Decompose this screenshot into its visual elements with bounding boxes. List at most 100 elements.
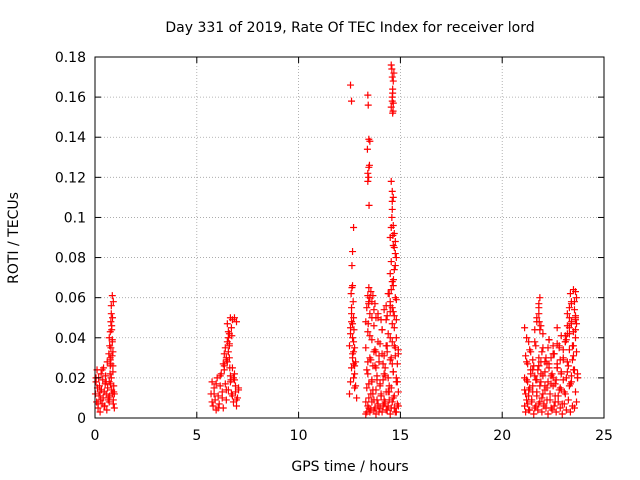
- y-tick-label: 0.12: [55, 170, 86, 186]
- data-point: [366, 332, 374, 340]
- data-point: [389, 368, 397, 376]
- data-point: [535, 362, 543, 370]
- data-point: [350, 326, 358, 334]
- data-point: [387, 258, 395, 266]
- data-point: [365, 394, 373, 402]
- data-point: [220, 350, 228, 358]
- data-point: [351, 370, 359, 378]
- data-point: [110, 388, 118, 396]
- data-point: [537, 378, 545, 386]
- data-point: [387, 61, 395, 69]
- data-point: [386, 298, 394, 306]
- data-point: [208, 398, 216, 406]
- data-point: [556, 404, 564, 412]
- data-point: [362, 398, 370, 406]
- data-point: [388, 360, 396, 368]
- y-tick-label: 0.18: [55, 50, 86, 66]
- data-point: [370, 406, 378, 414]
- data-point: [375, 352, 383, 360]
- data-point: [382, 302, 390, 310]
- data-point: [531, 372, 539, 380]
- data-point: [107, 302, 115, 310]
- data-point: [352, 382, 360, 390]
- data-point: [394, 402, 402, 410]
- y-tick-label: 0.08: [55, 251, 86, 267]
- data-point: [557, 332, 565, 340]
- data-point: [222, 386, 230, 394]
- data-point: [564, 396, 572, 404]
- data-point: [108, 292, 116, 300]
- data-point: [541, 358, 549, 366]
- data-point: [563, 368, 571, 376]
- data-point: [388, 398, 396, 406]
- data-point: [521, 324, 529, 332]
- data-point: [227, 324, 235, 332]
- data-point: [561, 338, 569, 346]
- y-axis-label: ROTI / TECUs: [6, 192, 22, 284]
- data-point: [565, 314, 573, 322]
- data-point: [563, 310, 571, 318]
- data-point: [389, 308, 397, 316]
- data-point: [233, 402, 241, 410]
- data-point: [393, 378, 401, 386]
- data-point: [350, 314, 358, 322]
- data-point: [106, 342, 114, 350]
- data-point: [373, 396, 381, 404]
- data-point: [363, 145, 371, 153]
- data-point: [349, 334, 357, 342]
- data-point: [392, 374, 400, 382]
- data-point: [224, 328, 232, 336]
- data-point: [109, 362, 117, 370]
- data-point: [348, 304, 356, 312]
- data-point: [391, 238, 399, 246]
- data-point: [383, 312, 391, 320]
- data-point: [230, 314, 238, 322]
- data-point: [210, 384, 218, 392]
- data-point: [365, 201, 373, 209]
- data-point: [347, 290, 355, 298]
- data-point: [364, 177, 372, 185]
- data-point: [350, 338, 358, 346]
- data-point: [551, 392, 559, 400]
- data-point: [212, 380, 220, 388]
- data-point: [547, 380, 555, 388]
- data-point: [386, 410, 394, 418]
- data-point: [560, 400, 568, 408]
- data-point: [571, 314, 579, 322]
- data-point: [561, 390, 569, 398]
- x-tick-label: 10: [290, 428, 308, 444]
- chart-title: Day 331 of 2019, Rate Of TEC Index for r…: [165, 20, 534, 36]
- data-point: [383, 348, 391, 356]
- data-point: [109, 400, 117, 408]
- data-point: [542, 404, 550, 412]
- data-point: [563, 358, 571, 366]
- data-points: [91, 61, 582, 418]
- data-point: [539, 390, 547, 398]
- data-point: [228, 332, 236, 340]
- data-point: [563, 322, 571, 330]
- data-point: [526, 346, 534, 354]
- data-point: [536, 326, 544, 334]
- data-point: [554, 398, 562, 406]
- data-point: [550, 402, 558, 410]
- data-point: [374, 400, 382, 408]
- x-tick-labels: 0 5 10 15 20 25: [91, 428, 613, 444]
- data-point: [348, 310, 356, 318]
- data-point: [553, 364, 561, 372]
- data-point: [390, 324, 398, 332]
- data-point: [528, 396, 536, 404]
- data-point: [379, 376, 387, 384]
- data-point: [390, 69, 398, 77]
- data-point: [536, 398, 544, 406]
- data-point: [390, 244, 398, 252]
- data-point: [100, 402, 108, 410]
- data-point: [391, 250, 399, 258]
- data-point: [222, 396, 230, 404]
- data-point: [96, 388, 104, 396]
- data-point: [537, 322, 545, 330]
- data-point: [550, 350, 558, 358]
- data-point: [388, 187, 396, 195]
- y-tick-label: 0.02: [55, 371, 86, 387]
- data-point: [564, 362, 572, 370]
